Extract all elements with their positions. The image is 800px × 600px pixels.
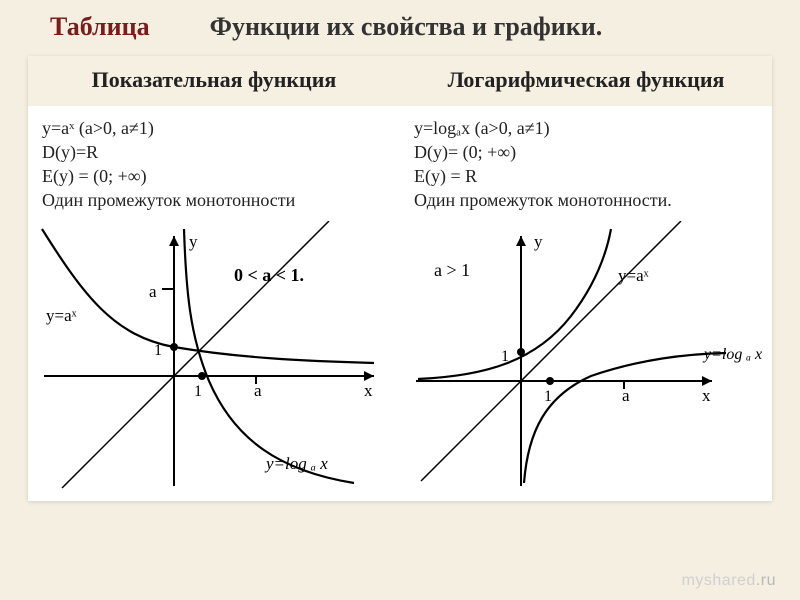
- log-range: E(y) = R: [414, 164, 758, 188]
- col-header-exponential: Показательная функция: [28, 56, 400, 106]
- exp-monotone: Один промежуток монотонности: [42, 188, 386, 212]
- arrow-y-icon: [516, 236, 526, 246]
- watermark: myshared.ru: [682, 572, 776, 590]
- arrow-y-icon: [169, 236, 179, 246]
- table-props-row: y=aˣ (a>0, a≠1) D(y)=R E(y) = (0; +∞) Од…: [28, 106, 772, 221]
- point-1: [517, 348, 525, 356]
- graph-left-cell: 0 < a < 1. y=aˣ y=log ₐ x x y 1 1 a a: [28, 221, 400, 501]
- diag-line: [62, 221, 329, 488]
- log-label: y=log ₐ x: [264, 454, 328, 473]
- title-left: Таблица: [50, 12, 150, 42]
- point-2: [546, 377, 554, 385]
- tick-ay-label: a: [149, 282, 157, 301]
- graph-right-cell: a > 1 y=aˣ y=log ₐ x x y 1 1 a: [400, 221, 772, 501]
- graph-left: 0 < a < 1. y=aˣ y=log ₐ x x y 1 1 a a: [28, 221, 400, 501]
- exp-curve: [418, 229, 611, 379]
- graph-right: a > 1 y=aˣ y=log ₐ x x y 1 1 a: [400, 221, 772, 501]
- exp-definition: y=aˣ (a>0, a≠1): [42, 116, 386, 140]
- arrow-x-icon: [364, 371, 374, 381]
- exp-range: E(y) = (0; +∞): [42, 164, 386, 188]
- cond-label: a > 1: [434, 260, 470, 280]
- log-curve: [524, 353, 726, 483]
- arrow-x-icon: [702, 376, 712, 386]
- tick-1y-label: 1: [154, 342, 162, 359]
- axis-x-label: x: [702, 386, 711, 405]
- point-2: [198, 372, 206, 380]
- axis-x-label: x: [364, 381, 373, 400]
- slide: Таблица Функции их свойства и графики. П…: [0, 0, 800, 600]
- tick-1x-label: 1: [544, 388, 552, 405]
- watermark-b: .ru: [756, 572, 776, 589]
- cond-label: 0 < a < 1.: [234, 265, 304, 285]
- props-logarithmic: y=logₐx (a>0, a≠1) D(y)= (0; +∞) E(y) = …: [400, 106, 772, 221]
- col-header-exponential-text: Показательная функция: [92, 67, 337, 92]
- props-exponential: y=aˣ (a>0, a≠1) D(y)=R E(y) = (0; +∞) Од…: [28, 106, 400, 221]
- point-1: [170, 343, 178, 351]
- col-header-logarithmic-text: Логарифмическая функция: [448, 67, 725, 92]
- tick-ax-label: a: [622, 386, 630, 405]
- col-header-logarithmic: Логарифмическая функция: [400, 56, 772, 106]
- log-label: y=log ₐ x: [702, 346, 762, 363]
- log-monotone: Один промежуток монотонности.: [414, 188, 758, 212]
- exp-label: y=aˣ: [46, 306, 77, 325]
- exp-label: y=aˣ: [618, 266, 649, 285]
- table-header-row: Показательная функция Логарифмическая фу…: [28, 56, 772, 106]
- exp-domain: D(y)=R: [42, 140, 386, 164]
- watermark-a: myshared: [682, 572, 756, 589]
- title-right: Функции их свойства и графики.: [210, 12, 603, 42]
- tick-ax-label: a: [254, 381, 262, 400]
- content-card: Показательная функция Логарифмическая фу…: [28, 56, 772, 501]
- slide-title-row: Таблица Функции их свойства и графики.: [0, 0, 800, 50]
- log-definition: y=logₐx (a>0, a≠1): [414, 116, 758, 140]
- tick-1y-label: 1: [501, 348, 509, 365]
- log-domain: D(y)= (0; +∞): [414, 140, 758, 164]
- axis-y-label: y: [189, 232, 198, 251]
- axis-y-label: y: [534, 232, 543, 251]
- table-graphs-row: 0 < a < 1. y=aˣ y=log ₐ x x y 1 1 a a: [28, 221, 772, 501]
- tick-1x-label: 1: [194, 383, 202, 400]
